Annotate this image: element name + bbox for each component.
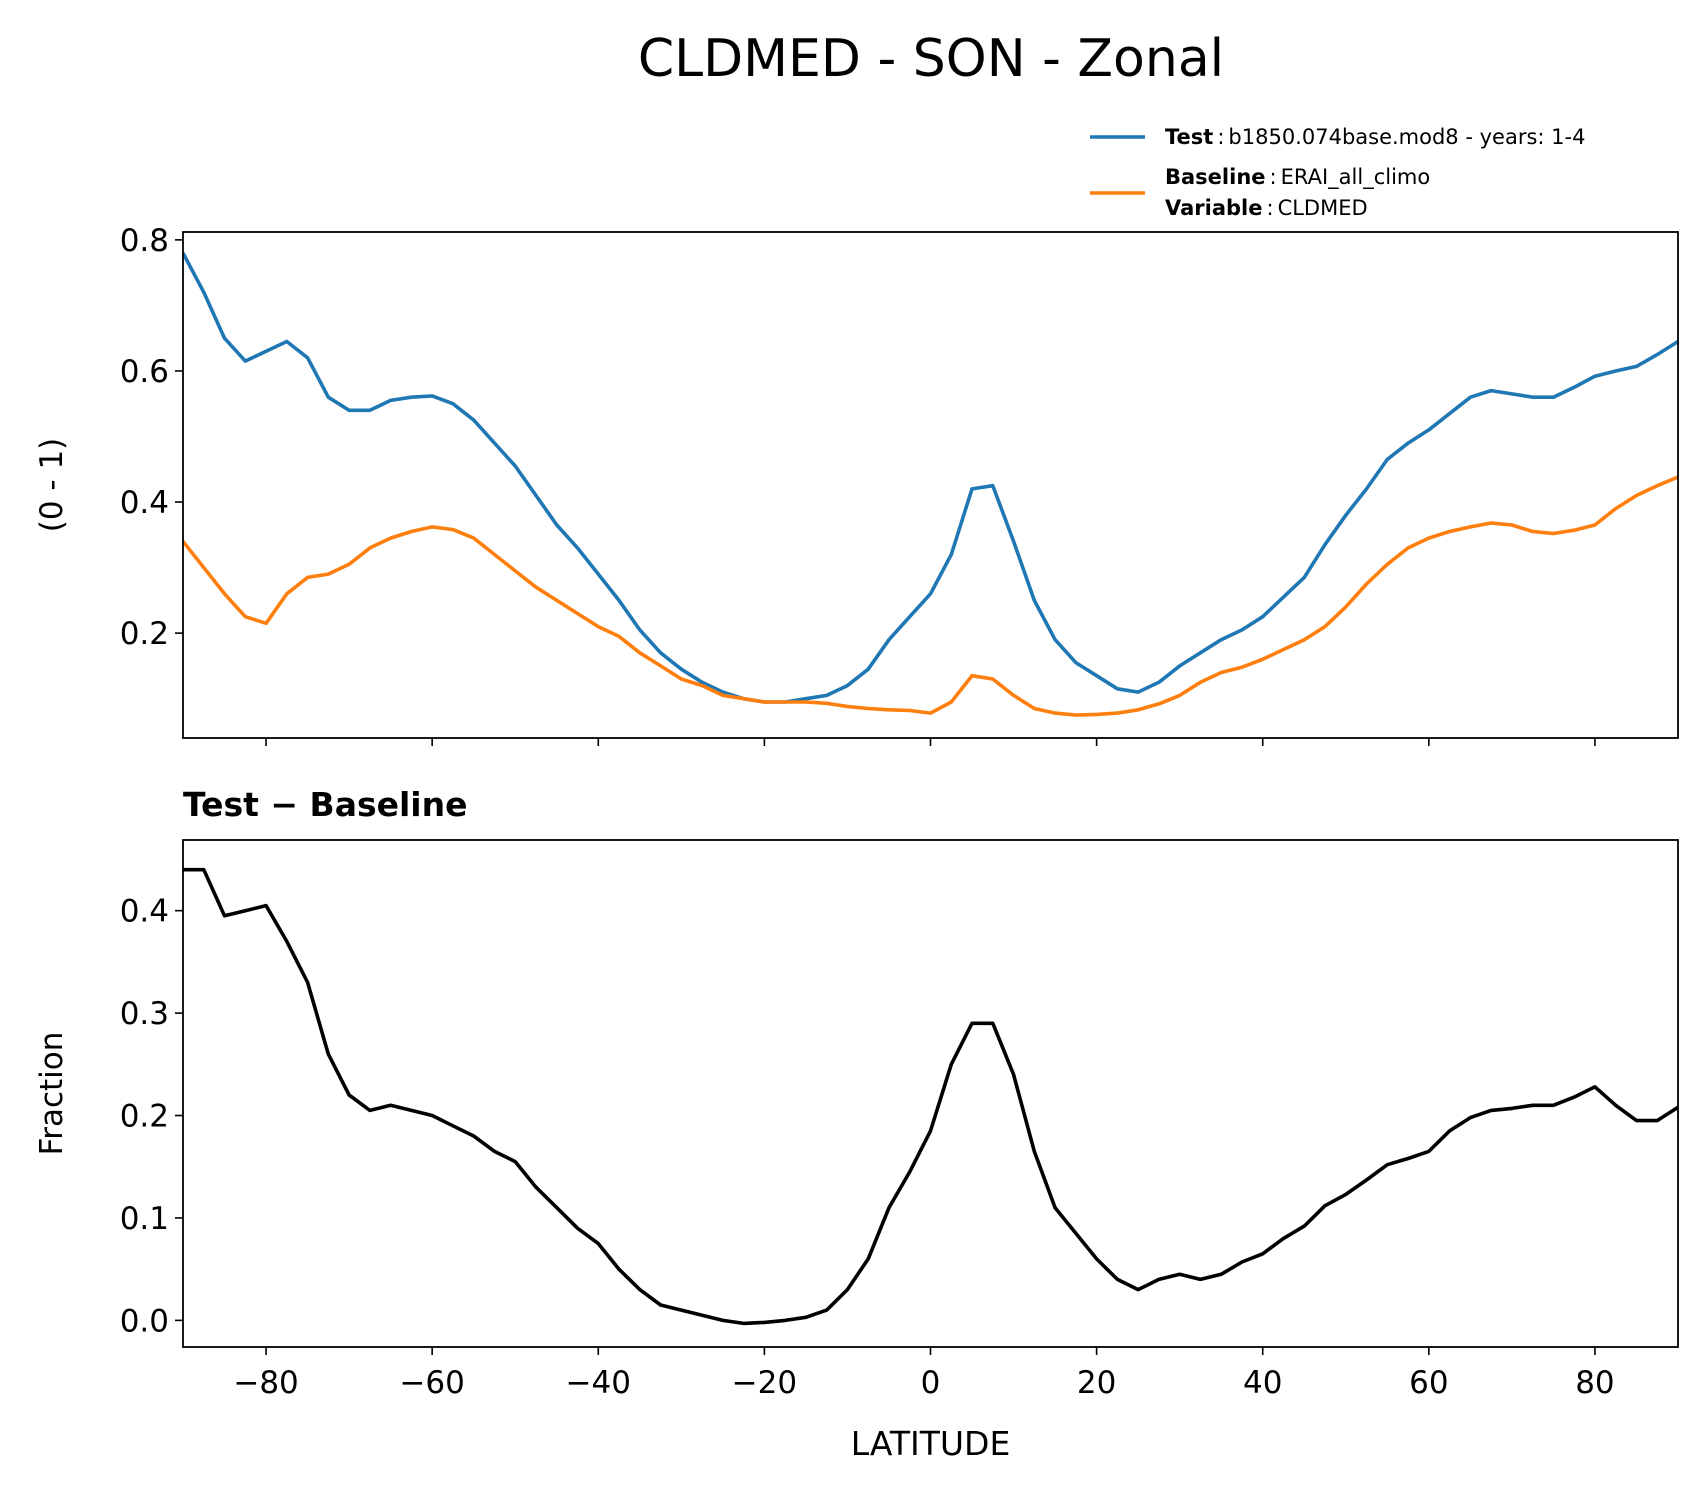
figure-title: CLDMED - SON - Zonal xyxy=(638,29,1224,89)
y-tick-label: 0.6 xyxy=(120,354,169,390)
axes-frame xyxy=(182,839,1679,1348)
plot-area xyxy=(183,867,1678,1326)
legend-separator: : xyxy=(1217,125,1224,149)
legend-label: Test: b1850.074base.mod8 - years: 1-4 xyxy=(1165,125,1585,149)
legend-name: Baseline xyxy=(1165,165,1266,189)
x-tick-label: 60 xyxy=(1409,1365,1448,1401)
y-tick-label: 0.2 xyxy=(120,616,169,652)
x-tick-label: −20 xyxy=(732,1365,797,1401)
y-tick-label: 0.8 xyxy=(120,223,169,259)
legend-variable: CLDMED xyxy=(1278,196,1368,220)
y-axis-label: Fraction xyxy=(34,1032,70,1156)
x-tick-label: −60 xyxy=(399,1365,464,1401)
y-axis-label: (0 - 1) xyxy=(34,438,70,533)
x-tick-label: 80 xyxy=(1575,1365,1614,1401)
x-tick-label: −80 xyxy=(233,1365,298,1401)
legend-separator: : xyxy=(1266,196,1273,220)
y-tick-label: 0.3 xyxy=(120,996,169,1032)
legend-label: Baseline: ERAI_all_climo xyxy=(1165,165,1430,190)
y-tick-label: 0.2 xyxy=(120,1099,169,1135)
x-axis-label: LATITUDE xyxy=(851,1424,1011,1463)
y-tick-label: 0.1 xyxy=(120,1201,169,1237)
legend-separator: : xyxy=(1270,165,1277,189)
x-tick-label: 20 xyxy=(1077,1365,1116,1401)
y-tick-label: 0.0 xyxy=(120,1303,169,1339)
line-series xyxy=(183,475,1678,717)
legend-case: ERAI_all_climo xyxy=(1281,165,1431,190)
x-tick-label: 0 xyxy=(921,1365,941,1401)
y-tick-label: 0.4 xyxy=(120,485,169,521)
axes-frame xyxy=(182,231,1679,739)
plot-area xyxy=(183,252,1678,717)
panel-title: Test − Baseline xyxy=(183,785,468,824)
line-series xyxy=(183,867,1678,1326)
legend-label: Variable: CLDMED xyxy=(1165,196,1368,220)
line-series xyxy=(183,252,1678,704)
legend-name: Test xyxy=(1165,125,1213,149)
x-tick-label: −40 xyxy=(566,1365,631,1401)
legend-case: b1850.074base.mod8 - years: 1-4 xyxy=(1228,125,1585,149)
legend-variable-label: Variable xyxy=(1165,196,1262,220)
x-tick-label: 40 xyxy=(1243,1365,1282,1401)
y-tick-label: 0.4 xyxy=(120,894,169,930)
